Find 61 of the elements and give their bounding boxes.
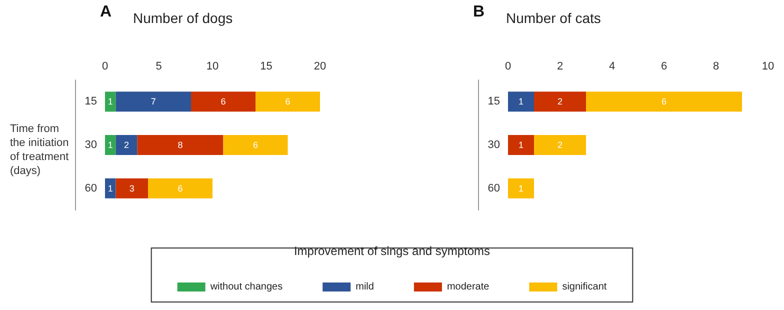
bar <box>148 178 212 198</box>
bar <box>105 178 116 198</box>
bar <box>534 135 586 155</box>
y-axis-title: Time from the initiation of treatment (days) <box>10 123 69 177</box>
bar <box>116 92 191 112</box>
legend-label: moderate <box>446 282 490 292</box>
bar <box>508 92 534 112</box>
y-tick-label: 15 <box>84 96 97 108</box>
data-label: 6 <box>220 96 226 107</box>
data-label: 6 <box>661 96 667 107</box>
bar <box>586 92 742 112</box>
x-tick-label: 15 <box>260 60 272 72</box>
data-label: 1 <box>518 140 524 150</box>
data-label: 1 <box>108 183 113 194</box>
data-label: 1 <box>518 183 524 194</box>
data-label: 1 <box>108 140 113 150</box>
y-tick-label: 30 <box>84 139 97 151</box>
x-tick-label: 8 <box>712 60 720 72</box>
data-label: 8 <box>178 140 183 150</box>
data-label: 6 <box>178 183 183 194</box>
bar <box>508 178 534 198</box>
data-label: 7 <box>150 96 156 107</box>
text: A <box>100 4 112 20</box>
bar <box>116 178 148 198</box>
text: B <box>473 4 485 20</box>
data-label: 1 <box>518 96 524 107</box>
x-tick-label: 0 <box>504 60 512 72</box>
legend-label: without changes <box>209 282 283 292</box>
legend-label: mild <box>356 282 374 292</box>
bar <box>105 92 116 112</box>
legend-label: significant <box>562 282 607 292</box>
bar <box>534 92 586 112</box>
chart-title: Number of cats <box>506 10 601 26</box>
bar <box>508 135 534 155</box>
x-tick-label: 4 <box>608 60 616 72</box>
bar <box>256 92 320 112</box>
bar <box>223 135 288 155</box>
bar <box>116 135 138 155</box>
data-label: 2 <box>124 140 130 150</box>
data-label: 3 <box>129 183 134 194</box>
data-label: 2 <box>557 96 563 107</box>
x-tick-label: 10 <box>762 60 774 72</box>
x-tick-label: 6 <box>660 60 668 72</box>
x-tick-label: 2 <box>556 60 564 72</box>
x-tick-label: 0 <box>102 60 108 72</box>
y-tick-label: 60 <box>84 182 97 194</box>
chart-title: Number of dogs <box>133 10 233 26</box>
y-tick-label: 30 <box>488 139 500 151</box>
x-tick-label: 5 <box>156 60 162 72</box>
bar <box>137 135 224 155</box>
data-label: 6 <box>285 96 290 107</box>
bar <box>105 135 116 155</box>
x-tick-label: 20 <box>314 60 326 72</box>
y-tick-label: 60 <box>488 182 500 194</box>
data-label: 6 <box>252 140 258 150</box>
legend-title: Improvement of sings and symptoms <box>294 244 490 258</box>
data-label: 2 <box>557 140 563 150</box>
x-tick-label: 10 <box>206 60 219 72</box>
y-tick-label: 15 <box>488 96 500 108</box>
data-label: 1 <box>108 96 113 107</box>
bar <box>191 92 256 112</box>
